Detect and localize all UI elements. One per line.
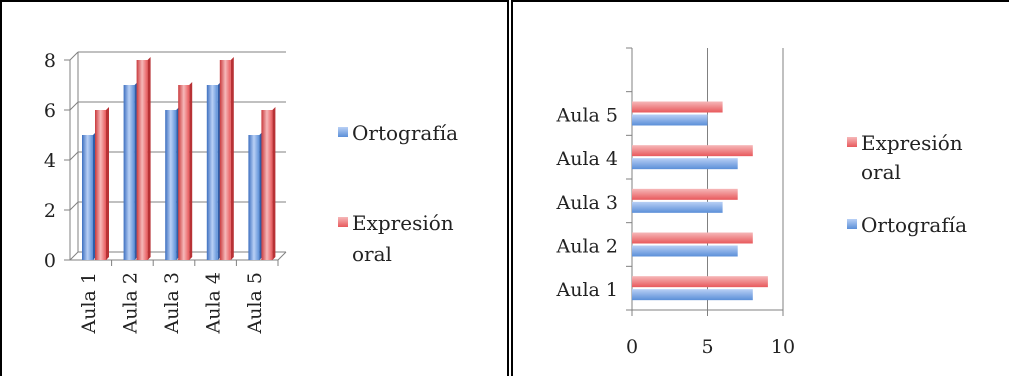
bar-expresion-side <box>106 107 109 260</box>
legend-label: Ortografía <box>352 121 458 145</box>
legend-label: Expresión <box>861 131 963 155</box>
y-tick-label: 2 <box>44 200 56 222</box>
bar-ortografia <box>632 158 738 170</box>
chart-panel-vertical: 0 2 4 6 8 Aula 1 Aula 2 Aula 3 Aula 4 Aula 5 Ortog… <box>0 0 509 376</box>
y-tick-label: Aula 1 <box>556 279 619 301</box>
panel-border-left <box>0 0 2 376</box>
legend-swatch-expresion <box>338 217 348 227</box>
bar-ortografia <box>632 201 723 213</box>
bar-expresion-side <box>272 107 276 260</box>
bar-expresion-oral <box>632 232 753 244</box>
legend-label: Expresión <box>352 211 454 235</box>
legend-swatch-ortografia <box>338 127 348 137</box>
y-tick-label: 0 <box>44 250 56 272</box>
y-tick-label: 4 <box>44 150 56 172</box>
bar-expresion-oral <box>136 60 148 260</box>
bar-ortografia <box>206 85 218 260</box>
bar-expresion-oral <box>632 188 738 200</box>
panel-border-right <box>507 0 509 376</box>
bar-ortografia <box>632 245 738 257</box>
bar-expresion-oral <box>632 276 768 288</box>
bar-ortografia <box>632 289 753 301</box>
gridline-depth <box>69 101 79 111</box>
gridline-depth <box>69 201 79 211</box>
y-tick-label: Aula 3 <box>556 192 619 214</box>
y-tick-label: Aula 5 <box>556 105 619 127</box>
bar-expresion-oral <box>178 85 190 260</box>
bar-ortografia <box>632 114 708 126</box>
legend-label: oral <box>861 160 901 184</box>
gridline-depth <box>69 51 79 61</box>
x-tick-label: Aula 3 <box>161 272 183 335</box>
x-tick-label: Aula 5 <box>244 272 266 335</box>
x-tick-label: 5 <box>701 336 713 358</box>
y-tick-label: Aula 4 <box>556 148 619 170</box>
bar-ortografia <box>248 135 260 260</box>
legend-swatch-ortografia <box>847 219 857 229</box>
x-tick-label: Aula 4 <box>203 272 225 335</box>
bar-expresion-side <box>189 82 193 260</box>
x-tick-label: 0 <box>626 336 638 358</box>
vertical-bar-chart: 0 2 4 6 8 Aula 1 Aula 2 Aula 3 Aula 4 Aula 5 Ortog… <box>44 50 458 335</box>
gridline-depth <box>69 151 79 161</box>
x-tick-label: 10 <box>771 336 795 358</box>
y-tick-label: Aula 2 <box>556 236 619 258</box>
x-axis-depth <box>277 251 287 261</box>
bar-expresion-oral <box>261 110 273 260</box>
bar-expresion-side <box>147 57 151 260</box>
legend-swatch-expresion <box>847 137 857 147</box>
x-tick-label: Aula 1 <box>78 272 100 335</box>
horizontal-bar-chart: 0 5 10 Aula 1 Aula 2 Aula 3 Aula 4 Aula 5 Expres… <box>556 47 967 358</box>
panel-border-top <box>511 0 1009 2</box>
bar-expresion-oral <box>95 110 106 260</box>
panel-border-left <box>511 0 513 376</box>
bar-ortografia <box>123 85 135 260</box>
gridline-depth <box>69 251 79 261</box>
legend-label: Ortografía <box>861 213 967 237</box>
bar-ortografia <box>82 135 93 260</box>
chart-panel-horizontal: 0 5 10 Aula 1 Aula 2 Aula 3 Aula 4 Aula 5 Expres… <box>511 0 1009 376</box>
bar-ortografia <box>165 110 177 260</box>
bar-expresion-oral <box>632 145 753 157</box>
bar-expresion-side <box>230 57 234 260</box>
panel-border-top <box>0 0 509 2</box>
bar-expresion-oral <box>219 60 231 260</box>
y-tick-label: 8 <box>44 50 56 72</box>
legend-label: oral <box>352 242 392 266</box>
x-tick-label: Aula 2 <box>119 272 141 335</box>
bar-expresion-oral <box>632 101 723 113</box>
y-tick-label: 6 <box>44 100 56 122</box>
